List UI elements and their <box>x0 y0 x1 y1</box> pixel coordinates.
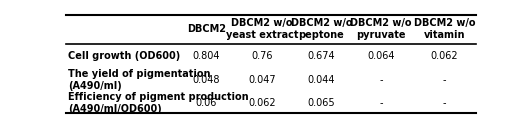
Text: 0.76: 0.76 <box>251 51 272 61</box>
Text: 0.048: 0.048 <box>193 75 220 85</box>
Text: DBCM2 w/o
peptone: DBCM2 w/o peptone <box>290 18 352 40</box>
Text: Efficiency of pigment production
(A490/ml/OD600): Efficiency of pigment production (A490/m… <box>68 92 249 113</box>
Text: DBCM2 w/o
pyruvate: DBCM2 w/o pyruvate <box>350 18 412 40</box>
Text: DBCM2: DBCM2 <box>187 24 226 34</box>
Text: Cell growth (OD600): Cell growth (OD600) <box>68 51 180 61</box>
Text: 0.804: 0.804 <box>193 51 220 61</box>
Text: 0.044: 0.044 <box>307 75 335 85</box>
Text: 0.047: 0.047 <box>248 75 276 85</box>
Text: -: - <box>443 75 446 85</box>
Text: 0.062: 0.062 <box>248 98 276 108</box>
Text: 0.674: 0.674 <box>307 51 335 61</box>
Text: -: - <box>379 75 382 85</box>
Text: -: - <box>379 98 382 108</box>
Text: 0.06: 0.06 <box>196 98 217 108</box>
Text: -: - <box>443 98 446 108</box>
Text: 0.065: 0.065 <box>307 98 335 108</box>
Text: 0.062: 0.062 <box>431 51 458 61</box>
Text: DBCM2 w/o
yeast extract: DBCM2 w/o yeast extract <box>226 18 298 40</box>
Text: DBCM2 w/o
vitamin: DBCM2 w/o vitamin <box>414 18 475 40</box>
Text: The yield of pigmentation
(A490/ml): The yield of pigmentation (A490/ml) <box>68 69 211 91</box>
Text: 0.064: 0.064 <box>367 51 395 61</box>
